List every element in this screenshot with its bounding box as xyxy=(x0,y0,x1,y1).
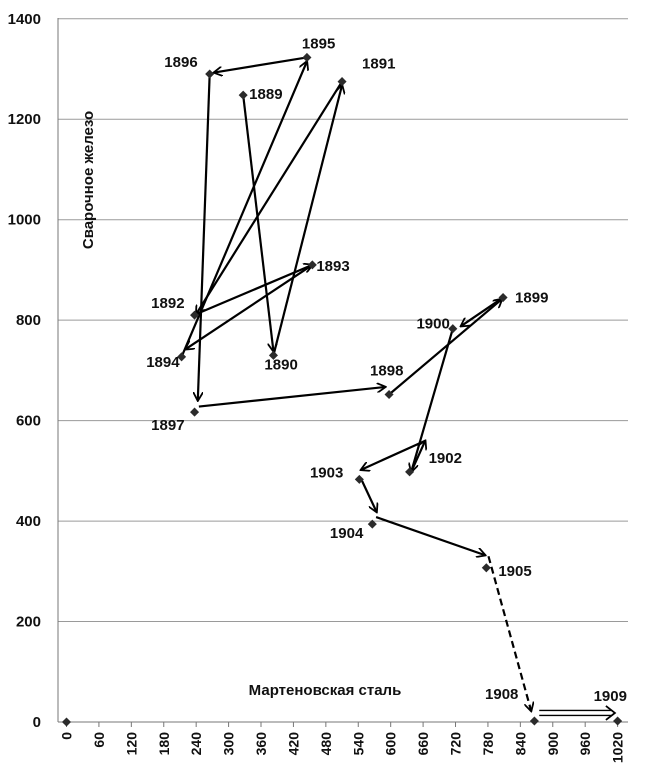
point-label: 1902 xyxy=(429,450,462,467)
y-axis-label: Сварочное железо xyxy=(80,111,97,249)
x-tick-label: 360 xyxy=(253,732,269,756)
data-point xyxy=(238,90,248,100)
data-point xyxy=(190,310,200,320)
point-label: 1904 xyxy=(330,525,364,542)
point-label: 1899 xyxy=(515,290,548,307)
x-tick-label: 960 xyxy=(577,732,593,756)
y-tick-label: 400 xyxy=(16,513,41,530)
x-axis-label: Мартеновская сталь xyxy=(249,682,402,699)
trajectory-arrow xyxy=(272,85,342,356)
trajectory-arrows xyxy=(180,56,617,721)
y-tick-label: 800 xyxy=(16,312,41,329)
data-point xyxy=(613,716,623,726)
x-tick-label: 900 xyxy=(545,732,561,756)
point-label: 1894 xyxy=(146,354,180,371)
trajectory-arrow xyxy=(487,555,531,711)
point-label: 1903 xyxy=(310,464,343,481)
trajectory-arrow xyxy=(388,299,502,396)
point-label: 1891 xyxy=(362,56,395,73)
x-tick-label: 1020 xyxy=(610,732,626,763)
trajectory-arrow xyxy=(195,265,312,316)
data-point xyxy=(337,77,347,87)
data-point xyxy=(61,717,72,727)
data-point xyxy=(481,563,491,573)
x-tick-label: 300 xyxy=(221,732,237,756)
x-tick-label: 120 xyxy=(123,732,139,756)
data-point xyxy=(177,352,187,362)
y-tick-label: 200 xyxy=(16,614,41,631)
y-tick-label: 1000 xyxy=(8,212,41,229)
point-label: 1896 xyxy=(164,54,197,71)
point-label: 1890 xyxy=(264,356,297,373)
trajectory-arrow xyxy=(242,95,273,351)
data-point xyxy=(190,407,200,417)
point-label: 1892 xyxy=(151,295,184,312)
trajectory-arrow xyxy=(375,516,485,555)
trajectory-arrow xyxy=(461,296,504,327)
x-tick-label: 0 xyxy=(59,732,75,740)
x-tick-label: 180 xyxy=(156,732,172,756)
point-label: 1897 xyxy=(151,417,184,434)
trajectory-arrow xyxy=(214,56,308,72)
x-tick-label: 780 xyxy=(480,732,496,756)
x-tick-label: 240 xyxy=(188,732,204,756)
point-label: 1909 xyxy=(594,688,627,705)
point-label: 1908 xyxy=(485,686,518,703)
point-label: 1895 xyxy=(302,35,335,52)
trajectory-arrowhead xyxy=(605,705,617,721)
point-label: 1893 xyxy=(316,258,349,275)
point-label: 1898 xyxy=(370,363,403,380)
trajectory-arrow xyxy=(361,480,377,512)
x-tick-label: 660 xyxy=(415,732,431,756)
data-point xyxy=(205,69,215,79)
x-tick-label: 840 xyxy=(512,732,528,756)
x-tick-labels: 0 60 120 180 240 300 360 420 480 540 600 660 720 780 8… xyxy=(59,722,626,763)
y-tick-label: 600 xyxy=(16,413,41,430)
x-tick-label: 600 xyxy=(383,732,399,756)
trajectory-arrow xyxy=(185,263,313,349)
trajectory-arrow xyxy=(180,61,307,358)
data-points xyxy=(61,52,623,727)
trajectory-arrow xyxy=(198,73,211,400)
trajectory-arrow xyxy=(196,80,343,315)
y-tick-label: 1200 xyxy=(8,111,41,128)
x-tick-label: 480 xyxy=(318,732,334,756)
x-tick-label: 420 xyxy=(285,732,301,756)
y-tick-label: 0 xyxy=(33,714,41,731)
data-point xyxy=(367,519,377,529)
point-label: 1900 xyxy=(416,316,449,333)
trajectory-arrow xyxy=(410,441,425,473)
data-point xyxy=(529,716,539,726)
x-tick-label: 720 xyxy=(448,732,464,756)
point-label: 1905 xyxy=(498,563,531,580)
trajectory-arrow xyxy=(361,439,426,470)
x-tick-label: 540 xyxy=(350,732,366,756)
gridlines xyxy=(58,18,628,623)
point-label: 1889 xyxy=(249,86,282,103)
y-tick-labels: 0 200 400 600 800 1000 1200 1400 xyxy=(8,11,41,731)
x-tick-label: 60 xyxy=(91,732,107,748)
trajectory-arrow xyxy=(198,387,385,408)
point-labels: 1889 1890 1891 1892 1893 1894 1895 1896 1897 1898… xyxy=(146,35,627,705)
data-point xyxy=(302,52,312,62)
y-tick-label: 1400 xyxy=(8,11,41,28)
